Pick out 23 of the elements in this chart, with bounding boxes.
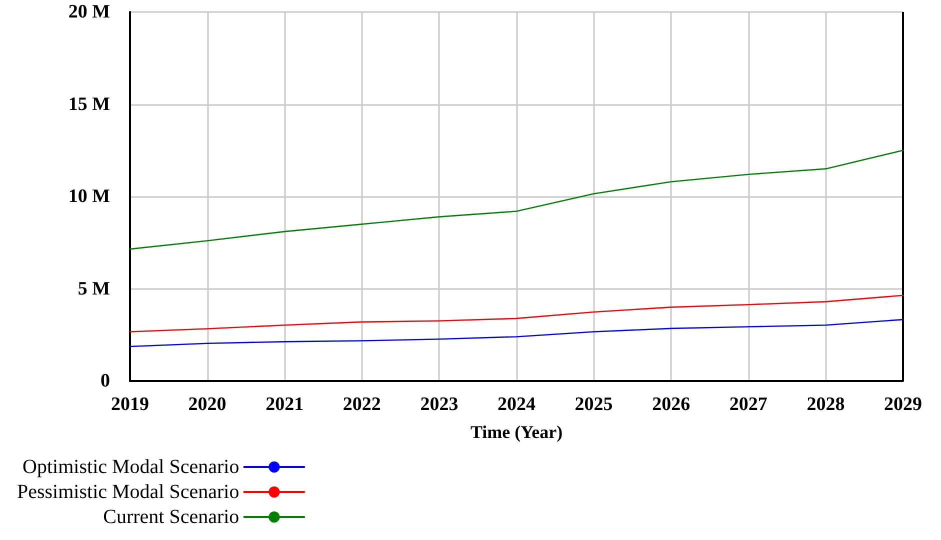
x-tick-label: 2028 <box>806 394 845 415</box>
legend-label: Optimistic Modal Scenario <box>22 456 240 478</box>
x-axis-title: Time (Year) <box>470 422 563 442</box>
y-tick-label: 15 M <box>68 94 110 115</box>
y-tick-label: 10 M <box>68 186 110 207</box>
legend-label: Current Scenario <box>103 506 240 528</box>
line-series <box>129 294 904 332</box>
y-tick-label: 5 M <box>78 278 110 300</box>
x-tick-label: 2024 <box>498 394 536 415</box>
x-tick-label: 2022 <box>342 394 381 415</box>
legend-label: Pessimistic Modal Scenario <box>16 481 240 503</box>
x-tick-label: 2026 <box>652 394 690 415</box>
x-tick-label: 2027 <box>729 394 768 415</box>
x-tick-label: 2020 <box>188 394 226 415</box>
x-tick-label: 2023 <box>420 394 458 415</box>
y-tick-label: 20 M <box>68 2 110 22</box>
y-tick-label: 0 <box>100 370 110 392</box>
x-tick-label: 2029 <box>884 394 922 415</box>
x-tick-label: 2019 <box>111 394 149 415</box>
line-series <box>129 318 904 348</box>
x-tick-label: 2021 <box>266 394 304 415</box>
x-tick-label: 2025 <box>574 394 613 415</box>
line-series <box>129 150 904 250</box>
